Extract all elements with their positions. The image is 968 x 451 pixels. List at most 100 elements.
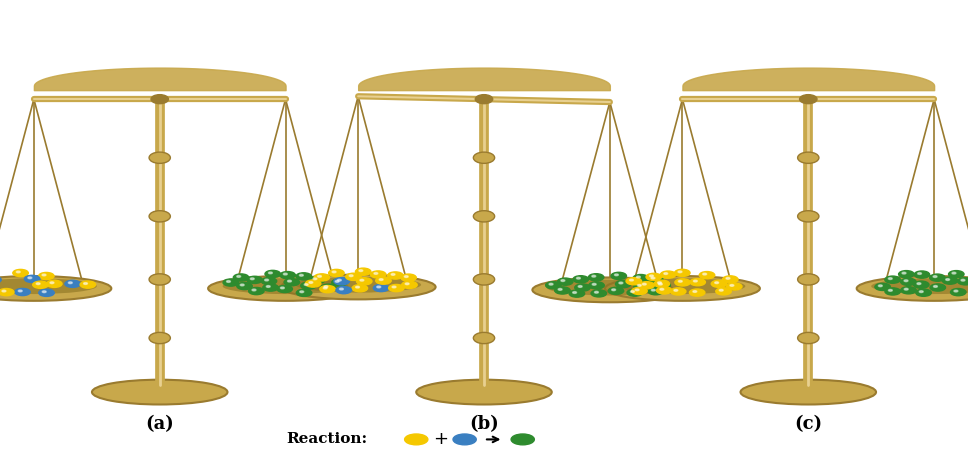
Circle shape <box>549 283 553 285</box>
Circle shape <box>355 286 359 288</box>
Circle shape <box>650 275 653 277</box>
Circle shape <box>376 277 391 284</box>
Circle shape <box>961 279 965 281</box>
Circle shape <box>301 282 317 289</box>
Circle shape <box>39 272 54 280</box>
Circle shape <box>900 278 916 285</box>
Ellipse shape <box>208 276 363 301</box>
Circle shape <box>573 292 577 294</box>
Circle shape <box>616 281 631 288</box>
Circle shape <box>690 279 706 286</box>
Circle shape <box>265 270 281 277</box>
Circle shape <box>629 279 633 281</box>
Circle shape <box>714 282 718 284</box>
Ellipse shape <box>800 95 817 104</box>
Ellipse shape <box>473 211 495 222</box>
Circle shape <box>0 276 1 283</box>
Circle shape <box>237 276 241 277</box>
Circle shape <box>889 290 892 291</box>
Circle shape <box>914 281 929 288</box>
Circle shape <box>569 290 585 297</box>
Circle shape <box>306 280 321 287</box>
Circle shape <box>560 280 564 281</box>
Circle shape <box>693 290 697 292</box>
Circle shape <box>929 274 945 281</box>
Circle shape <box>319 285 335 293</box>
Circle shape <box>0 289 14 296</box>
Circle shape <box>634 283 650 290</box>
Circle shape <box>575 284 590 291</box>
Circle shape <box>340 288 344 290</box>
Circle shape <box>374 272 378 274</box>
Circle shape <box>933 285 937 287</box>
Circle shape <box>675 269 690 276</box>
Circle shape <box>679 281 682 282</box>
Circle shape <box>46 280 62 287</box>
Circle shape <box>320 284 336 291</box>
Circle shape <box>281 287 285 289</box>
Circle shape <box>33 281 48 288</box>
Circle shape <box>611 272 626 280</box>
Circle shape <box>675 279 690 286</box>
Circle shape <box>349 275 353 276</box>
Circle shape <box>954 290 958 292</box>
Ellipse shape <box>871 278 968 294</box>
Circle shape <box>664 273 668 275</box>
Ellipse shape <box>798 274 819 285</box>
Circle shape <box>335 281 339 282</box>
Ellipse shape <box>149 211 170 222</box>
Circle shape <box>727 283 742 290</box>
Ellipse shape <box>798 332 819 344</box>
Circle shape <box>334 278 349 285</box>
Circle shape <box>266 285 270 287</box>
Circle shape <box>511 434 534 445</box>
Circle shape <box>949 271 964 278</box>
Circle shape <box>387 272 403 279</box>
Ellipse shape <box>798 211 819 222</box>
Circle shape <box>656 287 672 294</box>
Circle shape <box>559 289 562 290</box>
Circle shape <box>689 289 705 296</box>
Circle shape <box>546 282 561 289</box>
Circle shape <box>578 285 582 287</box>
Circle shape <box>252 289 256 291</box>
Circle shape <box>615 274 619 276</box>
Ellipse shape <box>223 278 348 294</box>
Circle shape <box>678 271 681 273</box>
Circle shape <box>18 290 22 292</box>
Circle shape <box>377 286 380 288</box>
Circle shape <box>619 282 622 284</box>
Circle shape <box>360 279 364 281</box>
Circle shape <box>648 288 663 295</box>
Circle shape <box>660 271 676 278</box>
Circle shape <box>646 273 661 281</box>
Circle shape <box>878 285 882 287</box>
Circle shape <box>592 283 596 285</box>
Circle shape <box>633 275 649 282</box>
Ellipse shape <box>0 276 111 301</box>
Circle shape <box>16 271 20 273</box>
Ellipse shape <box>0 278 97 294</box>
Circle shape <box>904 280 908 281</box>
Circle shape <box>223 279 238 286</box>
Circle shape <box>227 281 230 282</box>
Circle shape <box>405 434 428 445</box>
Circle shape <box>261 277 277 285</box>
Circle shape <box>401 274 416 281</box>
Ellipse shape <box>149 152 170 163</box>
Circle shape <box>630 290 634 292</box>
Circle shape <box>875 283 891 290</box>
Circle shape <box>885 288 900 295</box>
Ellipse shape <box>605 276 760 301</box>
Ellipse shape <box>295 277 421 293</box>
Text: Reaction:: Reaction: <box>287 433 368 446</box>
Circle shape <box>332 279 348 286</box>
Circle shape <box>632 287 648 295</box>
Circle shape <box>233 274 249 281</box>
Ellipse shape <box>149 274 170 285</box>
Ellipse shape <box>798 152 819 163</box>
Circle shape <box>240 284 244 286</box>
Ellipse shape <box>473 274 495 285</box>
Circle shape <box>318 276 321 277</box>
Circle shape <box>324 286 328 288</box>
